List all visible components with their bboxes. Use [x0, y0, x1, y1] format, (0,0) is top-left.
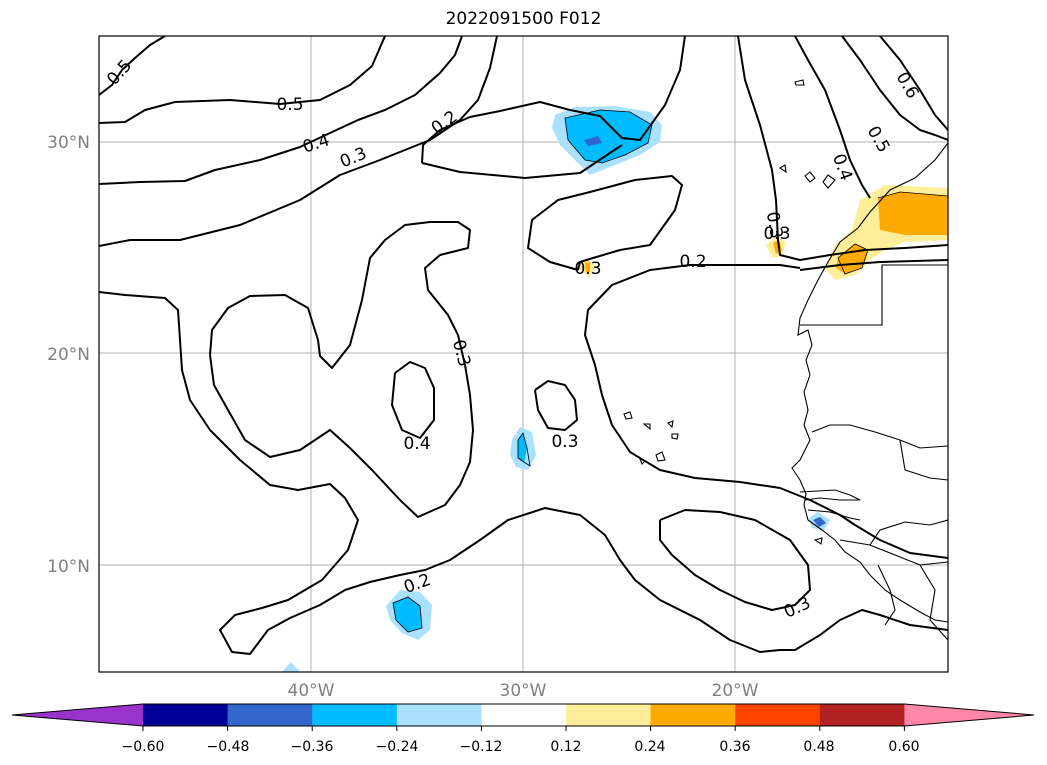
colorbar-tick: −0.60 [122, 739, 165, 755]
colorbar-tick: −0.36 [291, 739, 334, 755]
colorbar-extend-high [904, 704, 1034, 726]
lat-label-30n: 30°N [47, 133, 90, 153]
shaded-negative-patches [282, 106, 830, 672]
colorbar-tick: −0.48 [207, 739, 250, 755]
colorbar-ticks: −0.60 −0.48 −0.36 −0.24 −0.12 0.12 0.24 … [122, 739, 920, 755]
colorbar-segment [819, 704, 905, 726]
shade-outlines [392, 109, 948, 633]
contour-label: 0.3 [763, 224, 790, 244]
contour-label: 0.2 [679, 252, 706, 272]
colorbar-segment [735, 704, 821, 726]
colorbar-segment [227, 704, 313, 726]
colorbar-tick: 0.12 [550, 739, 581, 755]
lon-label-30w: 30°W [500, 681, 547, 701]
contour-label: 0.5 [276, 95, 303, 115]
colorbar-segment [566, 704, 652, 726]
lon-label-20w: 20°W [712, 681, 759, 701]
shaded-positive-patches [579, 185, 948, 280]
colorbar-segment [650, 704, 736, 726]
colorbar-extend-low [12, 704, 143, 726]
contour-lines [99, 36, 948, 655]
contour-label: 0.3 [551, 432, 578, 452]
colorbar-tick: −0.12 [460, 739, 503, 755]
lon-label-40w: 40°W [288, 681, 335, 701]
colorbar-tick: −0.24 [376, 739, 419, 755]
lat-label-20n: 20°N [47, 345, 90, 365]
map-border [98, 35, 949, 673]
plot-title: 2022091500 F012 [445, 9, 602, 29]
colorbar [11, 703, 1035, 731]
contour-label: 0.3 [762, 210, 786, 240]
contour-label: 0.3 [574, 259, 601, 279]
colorbar-tick: 0.36 [719, 739, 750, 755]
longitude-labels: 40°W 30°W 20°W [288, 681, 759, 701]
colorbar-tick: 0.48 [803, 739, 834, 755]
latitude-labels: 30°N 20°N 10°N [47, 133, 90, 577]
colorbar-tick: 0.24 [634, 739, 665, 755]
colorbar-segment [396, 704, 482, 726]
gridlines [99, 36, 948, 672]
colorbar-segment [143, 704, 229, 726]
colorbar-tick: 0.60 [888, 739, 919, 755]
colorbar-segment [312, 704, 398, 726]
lat-label-10n: 10°N [47, 557, 90, 577]
coastlines [623, 79, 948, 641]
colorbar-segment [481, 704, 567, 726]
contour-label: 0.4 [403, 434, 430, 454]
